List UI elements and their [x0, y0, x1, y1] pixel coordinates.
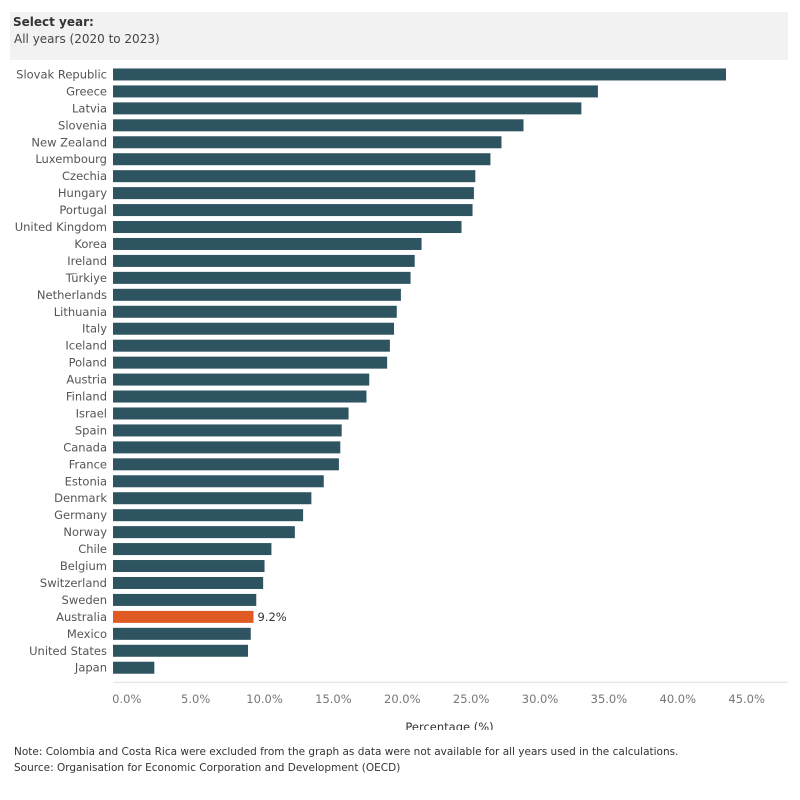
- category-label: Norway: [63, 525, 107, 539]
- bar-norway[interactable]: [113, 526, 295, 539]
- category-label: Italy: [82, 322, 107, 336]
- bar-italy[interactable]: [113, 322, 395, 335]
- bar-luxembourg[interactable]: [113, 153, 491, 166]
- bar-estonia[interactable]: [113, 475, 324, 488]
- category-label: Australia: [56, 610, 107, 624]
- category-label: Finland: [66, 390, 107, 404]
- category-label: Iceland: [65, 339, 107, 353]
- bar-belgium[interactable]: [113, 560, 265, 573]
- category-label: Belgium: [60, 559, 107, 573]
- category-label: Denmark: [54, 491, 107, 505]
- category-label: Japan: [74, 661, 107, 675]
- bar-sweden[interactable]: [113, 593, 257, 606]
- bar-hungary[interactable]: [113, 187, 474, 200]
- x-tick-label: 20.0%: [384, 692, 421, 706]
- bar-japan[interactable]: [113, 661, 155, 674]
- category-label: Israel: [76, 406, 107, 420]
- category-label: New Zealand: [31, 135, 107, 149]
- filter-label: Select year:: [13, 15, 94, 29]
- category-label: Netherlands: [37, 288, 107, 302]
- bar-chart: Slovak Republic Greece Latvia Slovenia New Z…: [15, 67, 788, 730]
- category-label: Austria: [66, 373, 107, 387]
- bar-finland[interactable]: [113, 390, 367, 403]
- bar-portugal[interactable]: [113, 204, 473, 217]
- category-label: Sweden: [62, 593, 107, 607]
- category-label: Ireland: [67, 254, 107, 268]
- category-label: Canada: [63, 440, 107, 454]
- bar-spain[interactable]: [113, 424, 342, 437]
- bar-france[interactable]: [113, 458, 339, 471]
- x-tick-label: 15.0%: [315, 692, 352, 706]
- chart-source: Source: Organisation for Economic Corpor…: [14, 762, 401, 774]
- bar-united-kingdom[interactable]: [113, 221, 462, 234]
- category-label: Hungary: [58, 186, 107, 200]
- bar-australia[interactable]: [113, 610, 254, 623]
- bar-korea[interactable]: [113, 237, 422, 250]
- bar-slovenia[interactable]: [113, 119, 524, 132]
- bar-austria[interactable]: [113, 373, 370, 386]
- category-label: Latvia: [72, 101, 107, 115]
- data-label-australia: 9.2%: [258, 610, 287, 624]
- category-label: Czechia: [62, 169, 107, 183]
- category-label: Greece: [66, 84, 107, 98]
- category-label: United States: [29, 644, 107, 658]
- bar-canada[interactable]: [113, 441, 341, 454]
- bar-israel[interactable]: [113, 407, 349, 420]
- x-tick-label: 45.0%: [728, 692, 765, 706]
- bar-ireland[interactable]: [113, 254, 415, 267]
- bar-czechia[interactable]: [113, 170, 476, 183]
- bar-denmark[interactable]: [113, 492, 312, 505]
- category-label: Mexico: [67, 627, 107, 641]
- category-label: Slovak Republic: [16, 67, 107, 81]
- category-label: Spain: [75, 423, 107, 437]
- category-label: Poland: [69, 356, 107, 370]
- category-label: Korea: [74, 237, 107, 251]
- x-tick-label: 25.0%: [453, 692, 490, 706]
- category-label: Türkiye: [65, 271, 107, 285]
- x-tick-label: 5.0%: [181, 692, 210, 706]
- bar-germany[interactable]: [113, 509, 304, 522]
- bar-poland[interactable]: [113, 356, 388, 369]
- category-label: Luxembourg: [35, 152, 107, 166]
- year-filter-select[interactable]: All years (2020 to 2023): [14, 32, 160, 46]
- category-label: Switzerland: [40, 576, 107, 590]
- bar-latvia[interactable]: [113, 102, 582, 115]
- bar-iceland[interactable]: [113, 339, 390, 352]
- x-tick-label: 35.0%: [591, 692, 628, 706]
- category-label: Lithuania: [54, 305, 107, 319]
- bar-lithuania[interactable]: [113, 305, 397, 318]
- bar-slovak-republic[interactable]: [113, 68, 727, 81]
- bar-netherlands[interactable]: [113, 288, 401, 301]
- year-filter-panel: Select year: All years (2020 to 2023): [10, 12, 788, 60]
- x-tick-label: 40.0%: [660, 692, 697, 706]
- bar-united-states[interactable]: [113, 644, 248, 657]
- x-axis-title: Percentage (%): [405, 720, 493, 730]
- x-tick-label: 10.0%: [246, 692, 283, 706]
- category-label: Estonia: [65, 474, 107, 488]
- category-label: United Kingdom: [15, 220, 107, 234]
- bar-mexico[interactable]: [113, 627, 251, 640]
- x-tick-label: 30.0%: [522, 692, 559, 706]
- bar-chile[interactable]: [113, 543, 272, 556]
- bar-greece[interactable]: [113, 85, 598, 98]
- category-label: Chile: [78, 542, 107, 556]
- bar-new-zealand[interactable]: [113, 136, 502, 149]
- category-label: France: [69, 457, 107, 471]
- bar-switzerland[interactable]: [113, 576, 264, 589]
- x-tick-label: 0.0%: [112, 692, 141, 706]
- category-label: Slovenia: [58, 118, 107, 132]
- chart-note: Note: Colombia and Costa Rica were exclu…: [14, 746, 679, 758]
- category-label: Germany: [54, 508, 107, 522]
- bar-t-rkiye[interactable]: [113, 271, 411, 284]
- category-label: Portugal: [59, 203, 107, 217]
